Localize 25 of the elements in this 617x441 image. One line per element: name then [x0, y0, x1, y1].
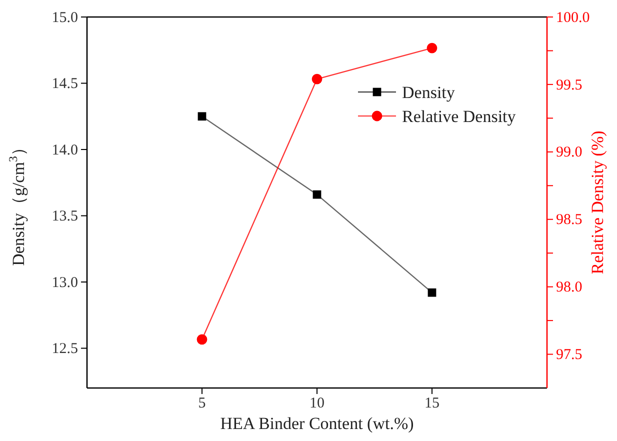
- y2-tick-label: 99.0: [556, 144, 582, 161]
- x-tick-label: 15: [424, 396, 440, 412]
- point: [312, 74, 322, 84]
- y2-axis-title: Relative Density (%): [588, 130, 607, 274]
- y-tick-label: 13.0: [52, 274, 78, 291]
- point: [312, 190, 322, 199]
- x-tick-label: 10: [310, 396, 324, 412]
- point: [428, 288, 436, 297]
- y-tick-label: 13.5: [52, 208, 78, 225]
- y-tick-label: 14.0: [52, 142, 78, 158]
- y2-tick-label: 97.5: [556, 347, 582, 364]
- y2-tick-label: 100.0: [556, 10, 590, 26]
- y2-tick-label: 99.5: [556, 77, 582, 94]
- legend-label: Relative Density: [402, 107, 516, 126]
- legend-label: Density: [402, 83, 456, 102]
- y-tick-label: 14.5: [52, 76, 78, 92]
- y-tick-label: 12.5: [52, 341, 78, 358]
- x-axis-title: HEA Binder Content (wt.%): [220, 414, 414, 433]
- point: [196, 334, 208, 345]
- point: [426, 42, 438, 54]
- x-tick-label: 5: [198, 396, 206, 412]
- point: [198, 112, 206, 121]
- y2-tick-label: 98.0: [556, 280, 582, 296]
- y2-tick-label: 98.5: [556, 212, 582, 228]
- y-tick-label: 15.0: [52, 10, 78, 26]
